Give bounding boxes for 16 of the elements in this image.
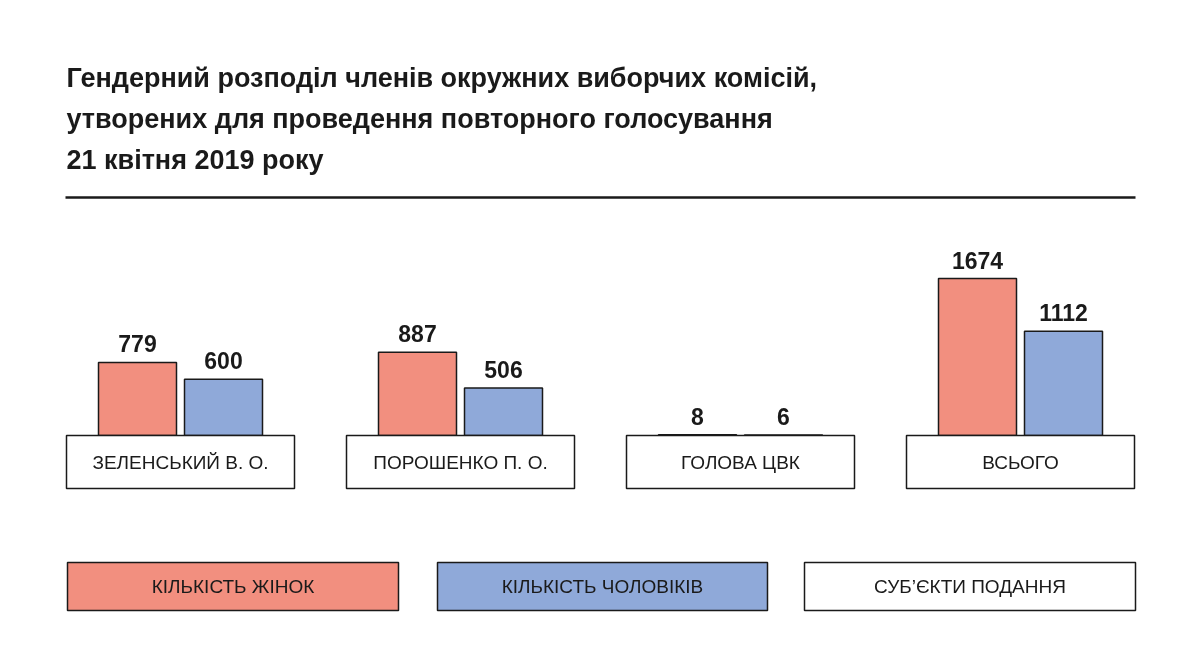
data-label: 8 [691, 403, 705, 430]
text: СУБ’ЄКТИ ПОДАННЯ [874, 576, 1066, 597]
x-tick-label: ГОЛОВА ЦВК [681, 452, 800, 473]
x-tick-label: ВСЬОГО [982, 452, 1059, 473]
x-tick-label: ЗЕЛЕНСЬКИЙ В. О. [92, 452, 269, 473]
data-label: 1674 [951, 247, 1004, 274]
data-label: 6 [777, 403, 790, 430]
data-label: 779 [118, 331, 157, 358]
data-label: 600 [204, 348, 243, 375]
data-label: 1112 [1039, 300, 1088, 327]
data-label: 887 [398, 321, 437, 348]
data-label: 506 [484, 357, 523, 384]
text: КІЛЬКІСТЬ ЖІНОК [151, 576, 315, 597]
chart-title: Гендерний розподіл членів окружних виборчих комісій, утворених для проведення повторного голосування 21 квітня 2019 року [66, 62, 818, 175]
x-tick-label: ПОРОШЕНКО П. О. [373, 452, 548, 473]
text: КІЛЬКІСТЬ ЧОЛОВІКІВ [501, 576, 704, 597]
